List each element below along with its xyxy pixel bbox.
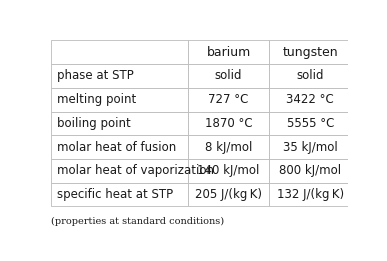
Text: molar heat of fusion: molar heat of fusion: [57, 141, 176, 153]
Text: 800 kJ/mol: 800 kJ/mol: [279, 164, 341, 177]
Bar: [269, 159, 351, 183]
Bar: [188, 40, 269, 64]
Text: solid: solid: [215, 69, 242, 82]
Text: 205 J/(kg K): 205 J/(kg K): [195, 188, 262, 201]
Text: tungsten: tungsten: [283, 46, 338, 59]
Text: 3422 °C: 3422 °C: [286, 93, 334, 106]
Bar: [269, 40, 351, 64]
Bar: [188, 159, 269, 183]
Bar: [188, 135, 269, 159]
Bar: [269, 64, 351, 88]
Bar: [188, 183, 269, 206]
Bar: [269, 111, 351, 135]
Bar: [269, 135, 351, 159]
Text: melting point: melting point: [57, 93, 136, 106]
Text: 8 kJ/mol: 8 kJ/mol: [205, 141, 252, 153]
Text: barium: barium: [207, 46, 251, 59]
Bar: [51, 111, 188, 135]
Bar: [188, 111, 269, 135]
Bar: [51, 40, 188, 64]
Text: boiling point: boiling point: [57, 117, 130, 130]
Text: (properties at standard conditions): (properties at standard conditions): [51, 217, 224, 226]
Text: 5555 °C: 5555 °C: [287, 117, 334, 130]
Bar: [51, 64, 188, 88]
Bar: [188, 64, 269, 88]
Text: 1870 °C: 1870 °C: [205, 117, 252, 130]
Bar: [51, 159, 188, 183]
Text: 132 J/(kg K): 132 J/(kg K): [277, 188, 344, 201]
Text: phase at STP: phase at STP: [57, 69, 134, 82]
Bar: [51, 135, 188, 159]
Bar: [51, 183, 188, 206]
Bar: [188, 88, 269, 111]
Bar: [269, 183, 351, 206]
Bar: [269, 88, 351, 111]
Text: 727 °C: 727 °C: [209, 93, 249, 106]
Text: specific heat at STP: specific heat at STP: [57, 188, 173, 201]
Text: 35 kJ/mol: 35 kJ/mol: [283, 141, 338, 153]
Bar: [51, 88, 188, 111]
Text: solid: solid: [296, 69, 324, 82]
Text: 140 kJ/mol: 140 kJ/mol: [197, 164, 260, 177]
Text: molar heat of vaporization: molar heat of vaporization: [57, 164, 214, 177]
